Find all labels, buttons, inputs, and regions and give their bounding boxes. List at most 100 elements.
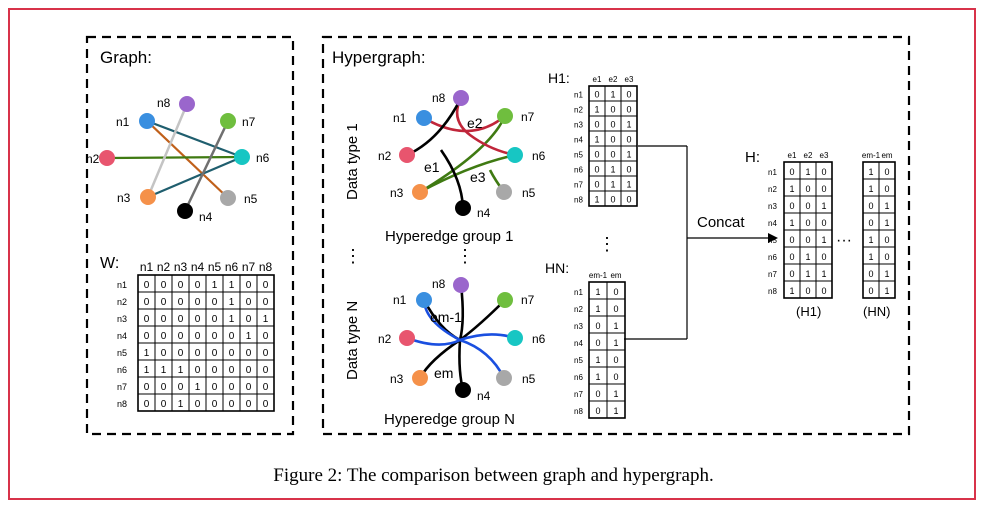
h-left-matrix-cell-value: 0 — [789, 167, 794, 177]
edge-label-e2: e2 — [467, 115, 483, 131]
w-matrix-cell-value: 1 — [229, 280, 235, 291]
w-matrix-cell-value: 0 — [161, 348, 167, 359]
edge-label-em: em — [434, 365, 453, 381]
h-left-matrix-cell-value: 0 — [821, 218, 826, 228]
concat-connector: Concat — [624, 145, 778, 340]
hn-matrix-cell-value: 1 — [613, 321, 618, 331]
hn-matrix-cell-value: 1 — [595, 355, 600, 365]
w-matrix-cell-value: 0 — [229, 382, 235, 393]
h1-matrix-cell-value: 0 — [610, 149, 615, 159]
h-left-matrix-cell-value: 0 — [789, 201, 794, 211]
node-n5 — [496, 370, 512, 386]
w-matrix-cell-value: 0 — [263, 331, 269, 342]
h1-matrix-cell-value: 1 — [610, 179, 615, 189]
hn-matrix-row-header: n8 — [574, 407, 583, 416]
w-matrix-cell-value: 0 — [161, 331, 167, 342]
w-matrix-cell-value: 0 — [212, 399, 218, 410]
w-matrix-cell-value: 1 — [178, 399, 184, 410]
h-right-matrix-cell-value: 1 — [868, 184, 873, 194]
hn-matrix-row-header: n4 — [574, 339, 583, 348]
h-left-matrix-cell-value: 1 — [805, 269, 810, 279]
w-matrix-cell-value: 0 — [161, 280, 167, 291]
h-label: H: — [745, 149, 760, 166]
hyperedge-group-n: n1 n2 n3 n4 n5 n6 n7 n8 em-1 em Hyperedg… — [378, 277, 546, 428]
combined-matrix-hn-part: em-1 em 1 0 1 0 0 1 0 1 1 0 1 0 0 1 0 1 — [862, 151, 896, 299]
hyperedge-e1-part-1 — [406, 97, 463, 157]
h1-matrix-row-header: n2 — [574, 105, 583, 114]
node-n4 — [455, 200, 471, 216]
w-matrix-cell-value: 0 — [263, 348, 269, 359]
w-matrix-cell-value: 0 — [195, 399, 201, 410]
w-matrix-cell-value: 0 — [212, 331, 218, 342]
incidence-matrix-hn: em-1 em n1 1 0 n2 1 0 n3 0 1 n4 0 1 n5 1 0 n6 1 0 n7 0 1 n8 0 1 — [574, 271, 626, 419]
hn-caption: (HN) — [863, 304, 890, 319]
h-right-matrix-cell-value: 1 — [884, 286, 889, 296]
label-n4: n4 — [199, 210, 213, 224]
data-type-n-label: Data type N — [344, 301, 361, 380]
simple-graph: n1 n2 n3 n4 n5 n6 n7 n8 — [86, 96, 270, 224]
h-left-matrix-cell-value: 0 — [789, 252, 794, 262]
hn-matrix-cell-value: 0 — [595, 321, 600, 331]
hn-matrix-cell-value: 1 — [613, 389, 618, 399]
w-matrix-cell-value: 0 — [178, 382, 184, 393]
w-matrix-row-header: n4 — [117, 331, 127, 341]
w-matrix-cell-value: 0 — [246, 314, 252, 325]
h-right-matrix-cell-value: 0 — [884, 235, 889, 245]
w-matrix-cell-value: 1 — [144, 348, 150, 359]
hn-matrix-cell-value: 0 — [595, 389, 600, 399]
h-right-matrix-cell-value: 0 — [868, 201, 873, 211]
h-right-matrix-cell-value: 0 — [884, 252, 889, 262]
w-matrix-cell-value: 0 — [178, 348, 184, 359]
label-n2: n2 — [378, 332, 392, 346]
w-matrix-cell-value: 1 — [195, 382, 201, 393]
hn-matrix-cell-value: 1 — [613, 338, 618, 348]
hn-matrix-row-header: n3 — [574, 322, 583, 331]
h1-matrix-cell-value: 0 — [594, 89, 599, 99]
hn-matrix-cell-value: 0 — [613, 287, 618, 297]
label-n6: n6 — [532, 332, 546, 346]
h-left-matrix-col-header: e1 — [788, 151, 797, 160]
w-matrix-cell-value: 0 — [195, 348, 201, 359]
w-matrix-cell-value: 0 — [263, 365, 269, 376]
h-left-matrix-row-header: n7 — [768, 270, 777, 279]
w-matrix-cell-value: 0 — [178, 297, 184, 308]
h-left-matrix-col-header: e2 — [804, 151, 813, 160]
h1-matrix-cell-value: 1 — [610, 89, 615, 99]
w-matrix-cell-value: 0 — [144, 280, 150, 291]
w-matrix-cell-value: 0 — [229, 331, 235, 342]
h1-label: H1: — [548, 70, 570, 86]
arrow-head — [768, 233, 778, 243]
node-n6 — [507, 147, 523, 163]
h-right-matrix-cell-value: 1 — [884, 218, 889, 228]
w-matrix-row-header: n1 — [117, 280, 127, 290]
h1-matrix-cell-value: 0 — [626, 194, 631, 204]
hn-matrix-row-header: n2 — [574, 305, 583, 314]
w-matrix-cell-value: 1 — [212, 280, 218, 291]
graph-panel — [85, 35, 295, 436]
w-matrix-cell-value: 0 — [161, 297, 167, 308]
h-left-matrix-cell-value: 1 — [789, 184, 794, 194]
hyperedge-e2-part-1 — [423, 114, 506, 133]
h-left-matrix-row-header: n8 — [768, 287, 777, 296]
label-n2: n2 — [86, 152, 100, 166]
h1-matrix-cell-value: 0 — [626, 134, 631, 144]
h-left-matrix-cell-value: 1 — [821, 269, 826, 279]
vdots-matrix: ⋮ — [598, 234, 616, 254]
w-matrix-cell-value: 0 — [144, 331, 150, 342]
hn-matrix-row-header: n5 — [574, 356, 583, 365]
label-n3: n3 — [390, 372, 404, 386]
h-right-matrix-cell-value: 0 — [884, 167, 889, 177]
hyperedge-e3-part-2 — [419, 153, 516, 194]
h1-matrix-cell-value: 0 — [594, 149, 599, 159]
h1-matrix-border — [588, 85, 638, 207]
h-right-matrix-col-header: em — [881, 151, 892, 160]
label-n5: n5 — [522, 372, 536, 386]
h1-caption: (H1) — [796, 304, 821, 319]
w-matrix-row-header: n7 — [117, 382, 127, 392]
label-n4: n4 — [477, 206, 491, 220]
h-left-matrix-cell-value: 0 — [805, 286, 810, 296]
w-matrix-row-header: n5 — [117, 348, 127, 358]
w-matrix-cell-value: 0 — [229, 399, 235, 410]
data-type-1-label: Data type 1 — [344, 123, 361, 200]
w-matrix-cell-value: 0 — [212, 314, 218, 325]
